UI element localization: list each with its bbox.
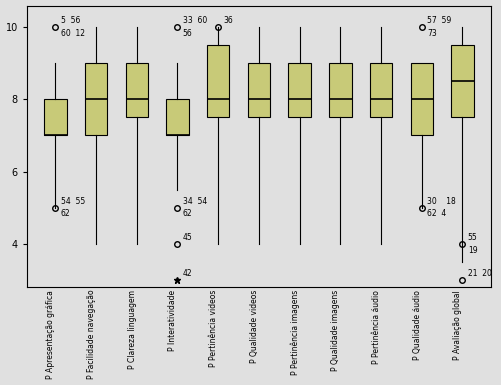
PathPatch shape	[85, 63, 107, 136]
PathPatch shape	[411, 63, 433, 136]
PathPatch shape	[247, 63, 270, 117]
Text: 57  59: 57 59	[427, 17, 451, 25]
Text: 21  20: 21 20	[468, 269, 491, 278]
Text: 33  60: 33 60	[183, 17, 207, 25]
Text: 62: 62	[183, 209, 192, 218]
Text: 62  4: 62 4	[427, 209, 446, 218]
PathPatch shape	[44, 99, 67, 136]
PathPatch shape	[451, 45, 473, 117]
PathPatch shape	[207, 45, 229, 117]
Text: 54  55: 54 55	[61, 197, 85, 206]
PathPatch shape	[370, 63, 392, 117]
Text: 56: 56	[183, 29, 192, 38]
PathPatch shape	[329, 63, 352, 117]
Text: 45: 45	[183, 233, 192, 242]
PathPatch shape	[126, 63, 148, 117]
Text: 62: 62	[61, 209, 70, 218]
Text: 34  54: 34 54	[183, 197, 207, 206]
Text: 30    18: 30 18	[427, 197, 456, 206]
PathPatch shape	[289, 63, 311, 117]
Text: 55: 55	[468, 233, 477, 242]
PathPatch shape	[166, 99, 189, 136]
Text: 73: 73	[427, 29, 437, 38]
Text: 19: 19	[468, 246, 477, 254]
Text: 5  56: 5 56	[61, 17, 80, 25]
Text: 60  12: 60 12	[61, 29, 85, 38]
Text: 36: 36	[223, 17, 233, 25]
Text: 42: 42	[183, 269, 192, 278]
